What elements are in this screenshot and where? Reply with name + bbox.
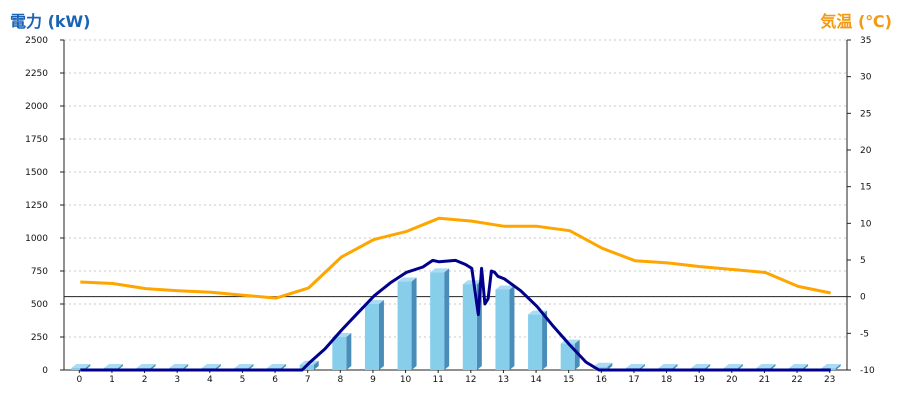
bar-top <box>723 364 743 368</box>
bar-side <box>835 364 841 370</box>
bar <box>593 366 608 370</box>
x-axis-tick-label: 19 <box>693 375 705 385</box>
x-axis-tick-label: 14 <box>530 375 542 385</box>
x-axis-tick-label: 18 <box>661 375 673 385</box>
x-axis-tick-label: 8 <box>337 375 343 385</box>
left-axis-tick-label: 2500 <box>25 36 48 46</box>
right-axis-tick-label: -5 <box>860 329 869 339</box>
x-axis-tick-label: 21 <box>759 375 770 385</box>
bar-side <box>378 300 384 370</box>
left-axis-tick-label: 500 <box>31 300 48 310</box>
power-line <box>80 258 831 372</box>
bar <box>397 281 412 370</box>
bar-top <box>71 364 91 368</box>
left-axis-tick-label: 1500 <box>25 168 48 178</box>
bar-side <box>444 268 450 370</box>
bar-side <box>346 333 352 370</box>
bar <box>332 337 347 370</box>
right-axis-tick-label: 15 <box>860 183 871 193</box>
bar-top <box>658 364 678 368</box>
left-axis-tick-label: 2250 <box>25 69 48 79</box>
bar-side <box>542 310 548 370</box>
x-axis-tick-label: 1 <box>109 375 115 385</box>
x-axis-tick-label: 16 <box>596 375 608 385</box>
bar-top <box>169 364 189 368</box>
bar-top <box>625 364 645 368</box>
x-axis-tick-label: 23 <box>824 375 835 385</box>
right-axis-tick-label: 25 <box>860 109 871 119</box>
right-axis-tick-label: 35 <box>860 36 871 46</box>
bar-top <box>756 364 776 368</box>
bar <box>71 368 86 370</box>
left-axis-tick-label: 750 <box>31 267 48 277</box>
left-axis-tick-label: 250 <box>31 333 48 343</box>
bar-top <box>267 364 287 368</box>
left-axis-title: 電力 (kW) <box>10 12 91 31</box>
x-axis-tick-label: 10 <box>400 375 412 385</box>
bar <box>528 314 543 370</box>
x-axis-tick-label: 15 <box>563 375 574 385</box>
x-axis-tick-label: 7 <box>305 375 311 385</box>
x-axis-tick-label: 12 <box>465 375 476 385</box>
bar-side <box>607 362 613 370</box>
temperature-line <box>80 216 831 300</box>
left-axis-tick-label: 2000 <box>25 102 48 112</box>
right-axis-title: 気温 (℃) <box>820 12 892 31</box>
bar-top <box>495 285 515 290</box>
bar-top <box>136 364 156 368</box>
left-axis-tick-label: 1750 <box>25 135 48 145</box>
x-axis-tick-label: 9 <box>370 375 376 385</box>
x-axis-tick-label: 20 <box>726 375 738 385</box>
bar <box>364 304 379 370</box>
bar <box>495 289 510 370</box>
right-axis-tick-label: 10 <box>860 219 872 229</box>
bar-side <box>509 285 515 370</box>
bar-top <box>397 277 417 282</box>
x-axis-tick-label: 0 <box>76 375 82 385</box>
bar-side <box>411 277 417 370</box>
bar-top <box>821 364 841 368</box>
x-axis-tick-label: 22 <box>791 375 802 385</box>
bar-top <box>789 364 809 368</box>
left-axis-tick-label: 1250 <box>25 201 48 211</box>
right-axis-tick-label: 20 <box>860 146 872 156</box>
bar <box>560 343 575 370</box>
left-axis-tick-label: 0 <box>42 366 48 376</box>
right-axis-tick-label: 0 <box>860 293 866 303</box>
right-axis-tick-label: 30 <box>860 73 872 83</box>
bar-side <box>313 360 319 370</box>
x-axis-tick-label: 11 <box>432 375 443 385</box>
bar-top <box>430 268 450 273</box>
x-axis-tick-label: 2 <box>142 375 148 385</box>
bar <box>462 284 477 370</box>
bar-top <box>234 364 254 368</box>
x-axis-tick-label: 17 <box>628 375 639 385</box>
right-axis-tick-label: 5 <box>860 256 866 266</box>
x-axis-tick-label: 13 <box>498 375 509 385</box>
x-axis-tick-label: 4 <box>207 375 213 385</box>
bar-top <box>593 362 613 367</box>
bar-top <box>691 364 711 368</box>
right-axis-tick-label: -10 <box>860 366 875 376</box>
bar-top <box>201 364 221 368</box>
left-axis-tick-label: 1000 <box>25 234 48 244</box>
x-axis-tick-label: 6 <box>272 375 278 385</box>
x-axis-tick-label: 5 <box>240 375 246 385</box>
bar <box>430 272 445 370</box>
bar-top <box>103 364 123 368</box>
x-axis-tick-label: 3 <box>174 375 180 385</box>
